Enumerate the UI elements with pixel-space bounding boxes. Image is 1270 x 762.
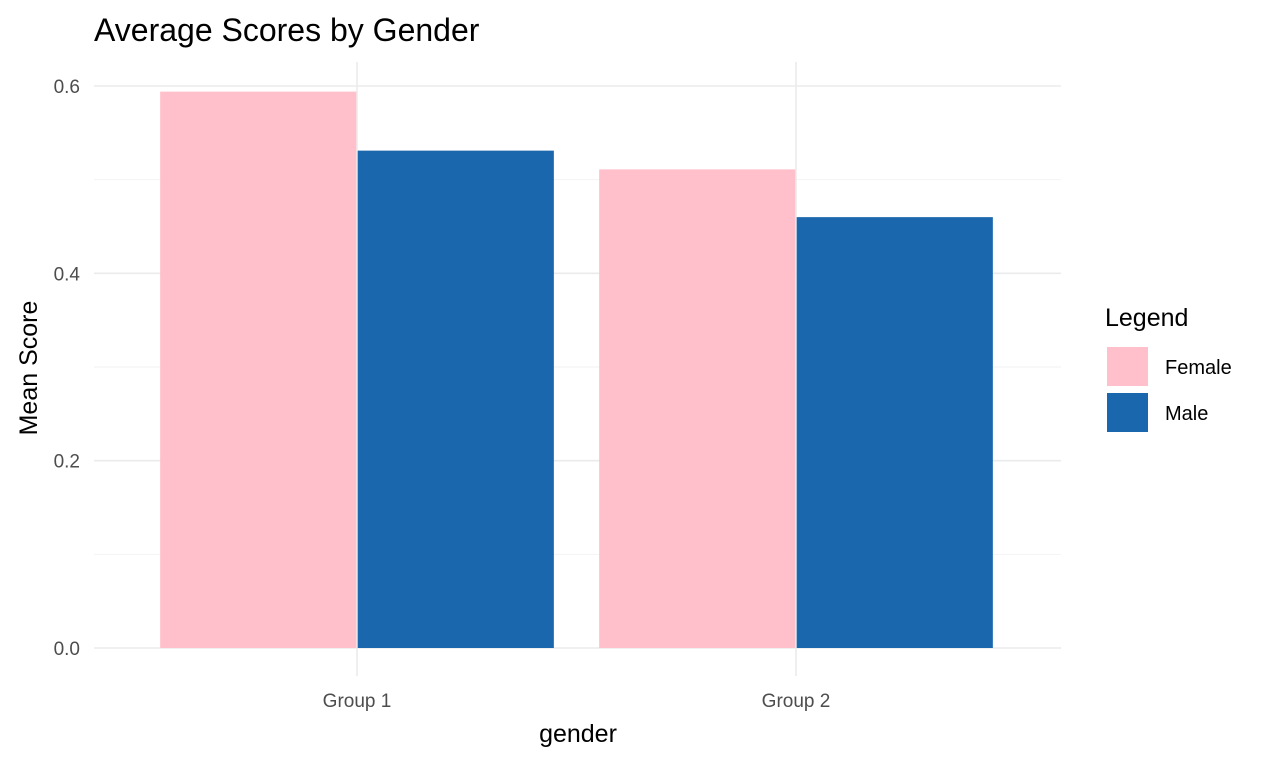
bars <box>160 91 993 649</box>
bar-male-2 <box>796 217 993 648</box>
y-axis-title: Mean Score <box>15 301 43 436</box>
y-tick-label: 0.2 <box>54 452 80 473</box>
legend: Legend Female Male <box>1105 304 1232 432</box>
bar-male-1 <box>357 150 554 648</box>
x-tick-label: Group 1 <box>323 691 392 712</box>
y-tick-labels: 0.0 0.2 0.4 0.6 <box>54 77 81 660</box>
legend-key-male <box>1107 393 1148 432</box>
x-tick-labels: Group 1 Group 2 <box>323 691 831 712</box>
chart-title: Average Scores by Gender <box>94 12 480 48</box>
x-tick-label: Group 2 <box>762 691 831 712</box>
y-tick-label: 0.4 <box>54 264 81 285</box>
bar-female-1 <box>160 91 357 649</box>
legend-key-female <box>1107 347 1148 386</box>
legend-title: Legend <box>1105 304 1188 332</box>
x-axis-title: gender <box>539 720 617 748</box>
legend-label-female: Female <box>1165 357 1232 379</box>
legend-label-male: Male <box>1165 403 1208 425</box>
y-tick-label: 0.0 <box>54 639 80 660</box>
y-tick-label: 0.6 <box>54 77 80 98</box>
bar-female-2 <box>599 169 796 648</box>
